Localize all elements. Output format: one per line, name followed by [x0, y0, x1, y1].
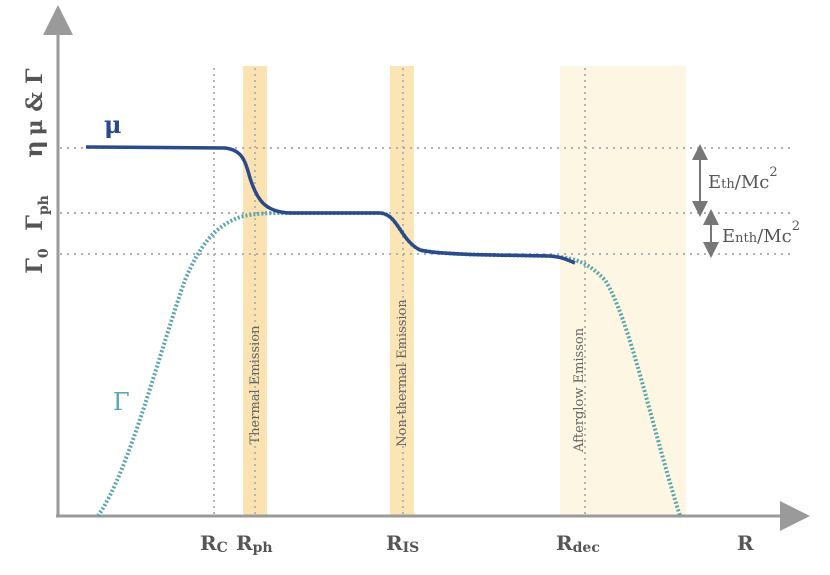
rdec-label: Rdec	[556, 531, 600, 556]
eta-label: η	[19, 140, 48, 157]
ris-label: RIS	[386, 531, 419, 556]
x-axis-title: R	[737, 531, 754, 555]
gamma-curve-label: Γ	[113, 388, 130, 416]
rph-label: Rph	[236, 531, 273, 556]
gamma-0-label: Γ0	[22, 248, 52, 274]
enth-label: Enth/Mc2	[722, 219, 800, 247]
y-axis-title: μ & Γ	[22, 68, 48, 135]
afterglow-emission-band	[560, 66, 686, 516]
afterglow-emission-label: Afterglow Emisson	[572, 327, 587, 453]
mu-curve	[85, 145, 576, 265]
mu-curve-label: μ	[104, 110, 122, 139]
nonthermal-emission-label: Non-thermal Emission	[395, 299, 410, 447]
rc-label: RC	[200, 531, 228, 556]
gamma-ph-label: Γph	[22, 195, 52, 231]
gamma-curve	[96, 211, 682, 518]
eth-label: Eth/Mc2	[708, 165, 778, 193]
thermal-emission-label: Thermal Emission	[248, 325, 263, 445]
